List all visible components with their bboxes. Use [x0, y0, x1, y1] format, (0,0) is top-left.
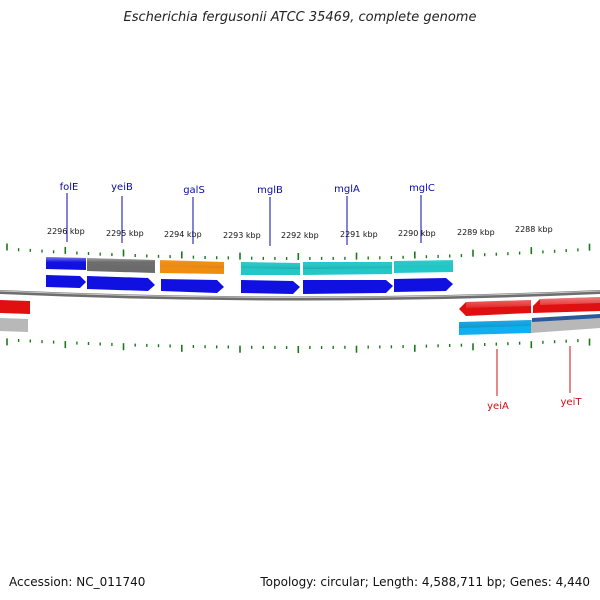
kbp-label: 2288 kbp [515, 225, 553, 234]
reverse-gene-labels: yeiA yeiT [487, 346, 582, 412]
kbp-scale-labels: 2296 kbp 2295 kbp 2294 kbp 2293 kbp 2292… [47, 225, 553, 240]
cds-track-reverse-left [0, 300, 30, 332]
genome-summary-text: Topology: circular; Length: 4,588,711 bp… [260, 575, 590, 589]
cds-track-forward [46, 275, 453, 294]
cds-arrow[interactable] [87, 276, 155, 291]
cds-arrow[interactable] [161, 279, 224, 293]
gene-label-fole[interactable]: folE [60, 182, 79, 193]
feature-track-upper [46, 257, 453, 275]
kbp-label: 2289 kbp [457, 228, 495, 237]
map-title: Escherichia fergusonii ATCC 35469, compl… [123, 10, 477, 25]
gene-label-yeit[interactable]: yeiT [561, 397, 583, 408]
gene-label-mglb[interactable]: mglB [257, 185, 283, 196]
kbp-label: 2295 kbp [106, 229, 144, 238]
feature-sheen [46, 257, 453, 269]
feature-sheen [459, 297, 600, 328]
cds-track-reverse [459, 297, 600, 335]
outer-scale-ticks [6, 243, 591, 260]
genome-backbone-highlight [0, 290, 600, 298]
kbp-label: 2292 kbp [281, 231, 319, 240]
gene-label-yeia[interactable]: yeiA [487, 401, 509, 412]
feature-bar-reverse[interactable] [0, 318, 28, 332]
kbp-label: 2294 kbp [164, 230, 202, 239]
gene-label-mgla[interactable]: mglA [334, 184, 360, 195]
gene-label-gals[interactable]: galS [183, 185, 205, 196]
genome-backbone [0, 290, 600, 301]
cds-arrow-reverse[interactable] [0, 300, 30, 314]
kbp-label: 2293 kbp [223, 231, 261, 240]
inner-scale-ticks [6, 338, 591, 353]
forward-gene-labels: folE yeiB galS mglB mglA mglC [60, 182, 435, 246]
accession-text: Accession: NC_011740 [9, 575, 146, 589]
cds-arrow[interactable] [394, 278, 453, 292]
cds-arrow[interactable] [241, 280, 300, 294]
gene-label-mglc[interactable]: mglC [409, 183, 435, 194]
feature-bar-reverse[interactable] [532, 314, 600, 322]
kbp-label: 2296 kbp [47, 227, 85, 236]
kbp-label: 2291 kbp [340, 230, 378, 239]
cds-arrow[interactable] [46, 275, 86, 288]
kbp-label: 2290 kbp [398, 229, 436, 238]
cds-arrow[interactable] [303, 280, 393, 294]
gene-label-yeib[interactable]: yeiB [111, 182, 133, 193]
